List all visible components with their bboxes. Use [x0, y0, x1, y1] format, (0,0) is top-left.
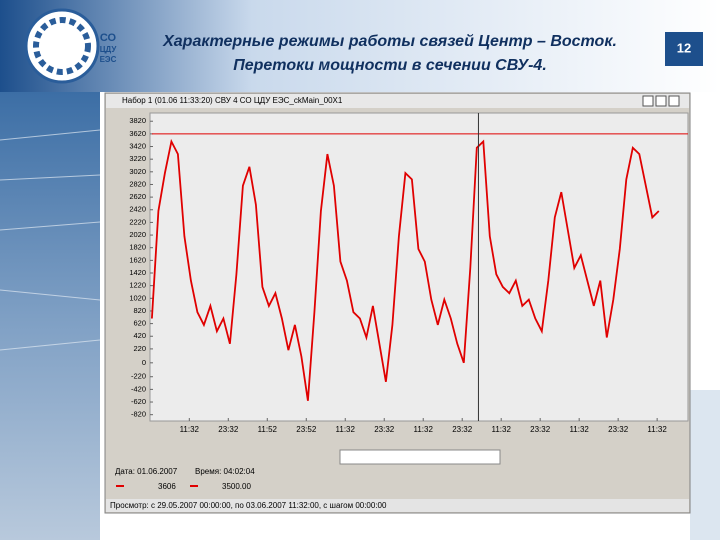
slide-title: Перетоки мощности в сечении СВУ-4.: [233, 57, 547, 74]
logo-text: СО: [100, 32, 117, 44]
logo-ring: [33, 17, 91, 75]
x-tick-label: 11:32: [180, 425, 200, 434]
x-tick-label: 11:32: [336, 425, 356, 434]
y-tick-label: 3220: [129, 154, 146, 163]
x-tick-label: 23:32: [374, 425, 395, 434]
x-tick-label: 23:32: [530, 425, 551, 434]
logo-text: ЕЭС: [100, 55, 117, 64]
status-value: 3606: [158, 482, 176, 491]
series-line: [151, 138, 660, 401]
y-tick-label: -220: [131, 372, 146, 381]
x-tick-label: 11:32: [414, 425, 434, 434]
y-tick-label: 620: [133, 319, 146, 328]
right-pattern: [690, 390, 720, 540]
minimize-button[interactable]: [642, 95, 654, 107]
x-tick-label: 23:32: [218, 425, 239, 434]
left-photo: [0, 92, 100, 540]
left-photo-detail: [0, 129, 101, 351]
plot-area: [149, 112, 689, 422]
y-tick-label: 3420: [129, 142, 146, 151]
y-tick-label: 1220: [129, 281, 146, 290]
window-titlebar: [106, 94, 689, 108]
status-date: Дата: 01.06.2007: [115, 467, 178, 476]
y-tick-label: 2820: [129, 179, 146, 188]
y-tick-label: 2420: [129, 205, 146, 214]
y-tick-label: 1820: [129, 243, 146, 252]
y-tick-label: 1020: [129, 293, 146, 302]
status-value: 3500.00: [222, 482, 251, 491]
y-tick-label: 3820: [129, 116, 146, 125]
y-tick-label: -420: [131, 384, 146, 393]
y-tick-label: 3020: [129, 167, 146, 176]
y-tick-label: 2020: [129, 230, 146, 239]
y-tick-label: 0: [142, 358, 146, 367]
y-tick-label: 2620: [129, 192, 146, 201]
chart: 3820 3620 3420 3220 3020 2820 2620 2420 2220 2020…: [129, 113, 688, 461]
window-title: Набор 1 (01.06 11:33:20) СВУ 4 СО ЦДУ ЕЭ…: [122, 96, 343, 105]
x-tick-label: 11:32: [491, 425, 511, 434]
x-tick-label: 11:32: [647, 425, 667, 434]
y-tick-label: 2220: [129, 217, 146, 226]
y-tick-label: 1620: [129, 255, 146, 264]
page-number-box: [665, 32, 703, 66]
x-tick-label: 23:32: [452, 425, 473, 434]
page-number: 12: [677, 40, 691, 55]
logo-text: ЦДУ: [100, 45, 118, 54]
status-footer: Просмотр: с 29.05.2007 00:00:00, по 03.0…: [110, 501, 387, 510]
x-tick-label: 11:32: [569, 425, 589, 434]
close-button[interactable]: [668, 95, 680, 107]
y-tick-label: -820: [131, 410, 146, 419]
maximize-button[interactable]: [655, 95, 667, 107]
y-tick-label: 820: [133, 306, 146, 315]
header-band: [0, 0, 720, 92]
y-tick-label: 3620: [129, 129, 146, 138]
x-tick-label: 23:32: [608, 425, 629, 434]
y-tick-label: 220: [133, 344, 146, 353]
status-bar: [106, 499, 689, 512]
legend: [339, 449, 501, 465]
y-tick-label: 420: [133, 331, 146, 340]
status-time: Время: 04:02:04: [195, 467, 255, 476]
slide-title: Характерные режимы работы связей Центр –…: [162, 33, 617, 50]
x-tick-label: 11:52: [258, 425, 278, 434]
x-tick-label: 23:52: [296, 425, 317, 434]
y-tick-label: 1420: [129, 268, 146, 277]
y-tick-label: -620: [131, 397, 146, 406]
